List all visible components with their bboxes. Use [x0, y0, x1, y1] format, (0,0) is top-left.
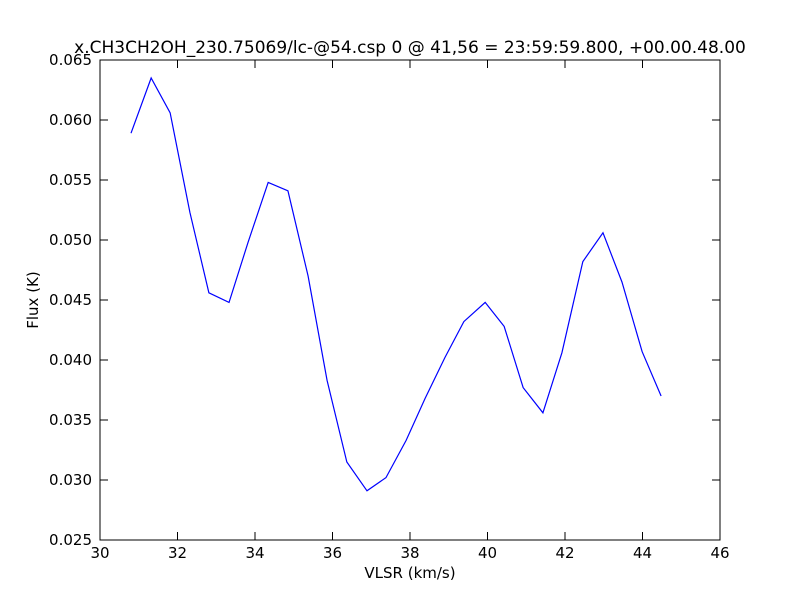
chart-title: x.CH3CH2OH_230.75069/lc-@54.csp 0 @ 41,5…	[74, 38, 746, 58]
data-line	[130, 76, 662, 492]
x-tick-label: 38	[400, 544, 419, 562]
y-tick-label: 0.065	[49, 51, 92, 69]
x-tick-label: 46	[710, 544, 729, 562]
x-tick-label: 36	[323, 544, 342, 562]
y-tick-label: 0.055	[49, 171, 92, 189]
plot-frame	[99, 59, 721, 541]
x-axis-label: VLSR (km/s)	[364, 564, 455, 582]
x-tick-label: 34	[245, 544, 264, 562]
x-tick-label: 44	[633, 544, 652, 562]
x-tick-label: 40	[478, 544, 497, 562]
x-tick-label: 42	[555, 544, 574, 562]
x-tick-label: 32	[168, 544, 187, 562]
y-tick-label: 0.030	[49, 471, 92, 489]
x-tick-label: 30	[90, 544, 109, 562]
y-tick-label: 0.050	[49, 231, 92, 249]
y-tick-label: 0.025	[49, 531, 92, 549]
y-tick-label: 0.060	[49, 111, 92, 129]
y-tick-label: 0.040	[49, 351, 92, 369]
y-tick-label: 0.045	[49, 291, 92, 309]
y-axis-label: Flux (K)	[24, 271, 42, 329]
y-tick-label: 0.035	[49, 411, 92, 429]
